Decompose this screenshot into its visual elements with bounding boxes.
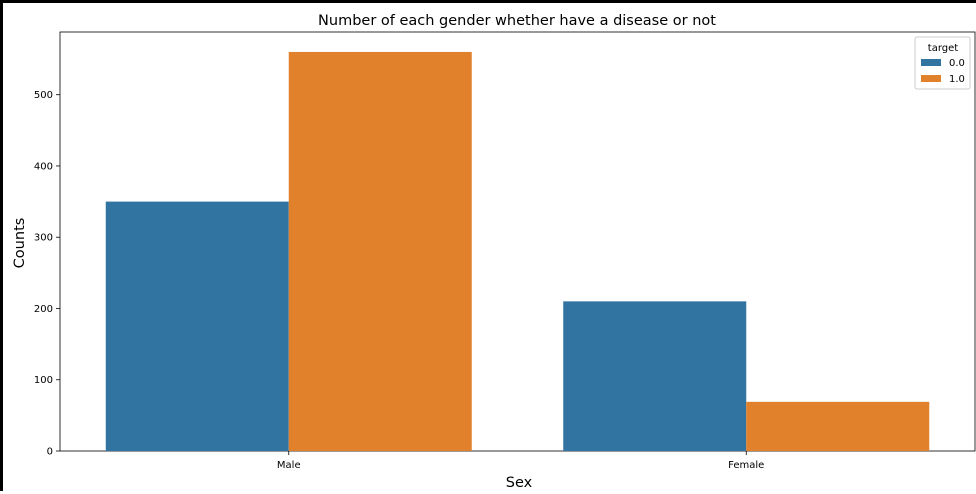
bar [563, 301, 747, 451]
x-axis-label: Sex [506, 475, 533, 491]
legend-swatch [921, 59, 941, 66]
y-tick-label: 500 [34, 90, 53, 101]
y-tick-label: 300 [34, 233, 53, 244]
bar [746, 401, 930, 451]
x-tick-label: Female [728, 460, 764, 471]
bars [105, 51, 930, 451]
x-axis-ticks: Male Female [277, 451, 764, 471]
y-tick-label: 0 [47, 447, 53, 458]
bar [105, 201, 289, 451]
legend-title: target [928, 43, 958, 54]
y-tick-label: 400 [34, 161, 53, 172]
y-tick-label: 100 [34, 375, 53, 386]
legend: target 0.0 1.0 [914, 36, 971, 90]
y-axis-label: Counts [12, 218, 28, 269]
y-tick-label: 200 [34, 304, 53, 315]
legend-label: 0.0 [949, 58, 965, 69]
chart-title: Number of each gender whether have a dis… [318, 13, 716, 29]
x-tick-label: Male [277, 460, 301, 471]
bar [288, 51, 472, 451]
bar-chart: Number of each gender whether have a dis… [12, 13, 976, 491]
y-axis-ticks: 0 100 200 300 400 500 [34, 90, 60, 458]
legend-label: 1.0 [949, 74, 965, 85]
plot-area [59, 31, 976, 452]
legend-swatch [921, 75, 941, 82]
